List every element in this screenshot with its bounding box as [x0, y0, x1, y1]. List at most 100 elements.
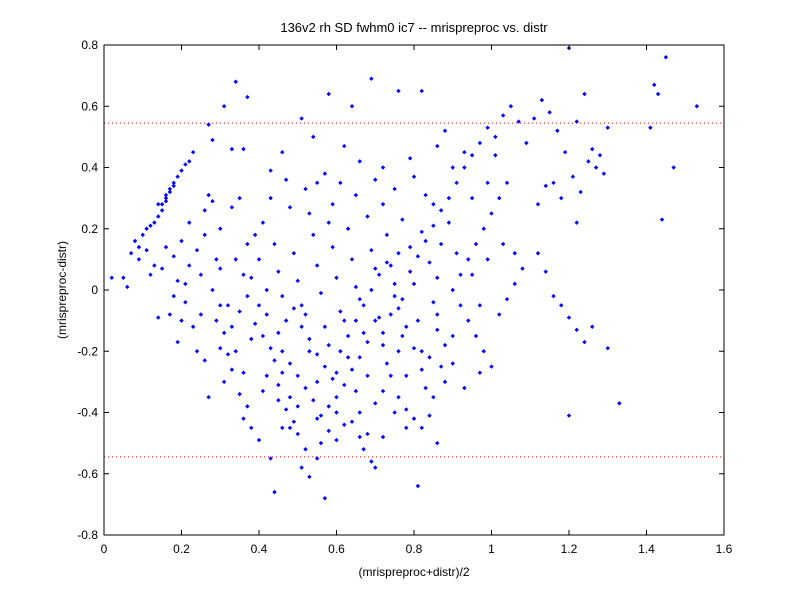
- data-point: [392, 410, 397, 415]
- data-point: [330, 376, 335, 382]
- data-point: [450, 287, 455, 293]
- data-point: [450, 165, 455, 170]
- data-point: [357, 355, 362, 360]
- data-point: [136, 257, 142, 262]
- data-point: [171, 254, 176, 259]
- data-point: [264, 287, 269, 293]
- data-point: [531, 116, 537, 121]
- data-point: [237, 391, 242, 397]
- data-point: [156, 202, 161, 207]
- data-point: [218, 226, 223, 231]
- data-point: [303, 385, 308, 391]
- x-tick-label: 0.2: [173, 542, 190, 556]
- data-point: [435, 327, 440, 333]
- data-point: [318, 413, 324, 418]
- data-point: [264, 373, 269, 378]
- data-point: [163, 198, 169, 204]
- data-point: [233, 349, 238, 354]
- data-point: [299, 324, 304, 329]
- data-point: [291, 419, 297, 424]
- y-tick-label: -0.6: [77, 467, 98, 481]
- data-point: [485, 180, 490, 186]
- data-point: [582, 339, 587, 345]
- data-point: [411, 281, 417, 287]
- data-point: [241, 272, 246, 277]
- data-point: [334, 394, 339, 400]
- data-point: [314, 379, 320, 385]
- data-point: [431, 300, 436, 305]
- data-point: [435, 440, 440, 446]
- data-point: [330, 202, 335, 207]
- data-point: [307, 349, 312, 354]
- data-point: [396, 88, 401, 94]
- data-point: [617, 401, 622, 406]
- data-point: [388, 373, 393, 378]
- data-point: [326, 404, 331, 409]
- y-axis-ticks: -0.8 -0.6 -0.4 -0.2 0 0.2 0.4 0.6 0.8: [77, 38, 724, 542]
- data-point: [392, 293, 397, 299]
- data-point: [419, 425, 424, 431]
- data-point: [272, 489, 277, 495]
- data-point: [427, 413, 432, 418]
- data-point: [396, 394, 401, 400]
- data-point: [539, 97, 545, 103]
- x-tick-label: 1.2: [561, 542, 578, 556]
- data-point: [380, 330, 386, 336]
- data-point: [179, 318, 184, 323]
- data-point: [252, 321, 258, 326]
- data-point: [322, 496, 328, 501]
- data-point: [469, 272, 475, 277]
- data-point: [326, 342, 331, 348]
- data-point: [291, 251, 297, 256]
- data-point: [431, 223, 436, 228]
- data-point: [326, 91, 331, 97]
- data-point: [318, 290, 324, 296]
- data-point: [249, 275, 254, 280]
- data-point: [295, 404, 300, 409]
- data-point: [361, 330, 366, 336]
- data-point: [280, 349, 285, 354]
- data-point: [605, 345, 610, 351]
- data-point: [404, 407, 409, 412]
- data-point: [241, 370, 246, 375]
- data-point: [419, 349, 424, 354]
- data-point: [597, 153, 603, 158]
- data-point: [516, 119, 521, 124]
- data-point: [450, 361, 455, 366]
- data-point: [179, 238, 184, 244]
- data-point: [431, 202, 436, 207]
- data-point: [671, 165, 676, 170]
- data-point: [322, 364, 328, 369]
- y-tick-label: -0.2: [77, 344, 98, 358]
- data-point: [380, 434, 386, 440]
- data-point: [400, 333, 405, 339]
- data-point: [543, 269, 548, 274]
- data-point: [194, 349, 200, 354]
- y-tick-label: -0.4: [77, 406, 98, 420]
- data-point: [268, 456, 273, 461]
- data-point: [473, 333, 479, 339]
- data-point: [493, 153, 498, 158]
- data-point: [442, 342, 448, 348]
- data-point: [415, 318, 421, 323]
- data-point: [159, 266, 165, 271]
- data-point: [396, 251, 401, 256]
- data-point: [241, 416, 246, 421]
- chart-title: 136v2 rh SD fwhm0 ic7 -- mrispreproc vs.…: [280, 20, 548, 35]
- data-point: [307, 211, 312, 216]
- data-point: [559, 195, 564, 201]
- data-point: [218, 266, 223, 271]
- data-point: [256, 303, 262, 308]
- data-point: [458, 303, 463, 308]
- data-point: [187, 159, 192, 164]
- data-point: [283, 407, 289, 412]
- data-point: [469, 195, 475, 201]
- data-point: [342, 143, 347, 149]
- data-point: [442, 379, 448, 385]
- data-point: [559, 303, 564, 308]
- data-point: [446, 195, 452, 201]
- data-point: [655, 91, 661, 97]
- data-point: [299, 303, 304, 308]
